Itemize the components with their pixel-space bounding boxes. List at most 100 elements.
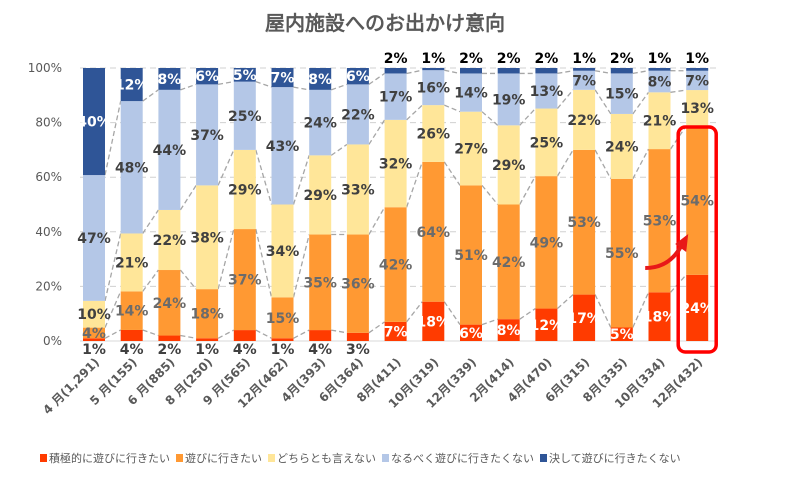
bar-segment [422, 68, 445, 71]
bar-segment [422, 161, 445, 302]
legend-label: 積極的に遊びに行きたい [49, 451, 170, 465]
data-label: 24% [605, 139, 639, 155]
bar-segment [610, 68, 633, 74]
bar-segment [610, 113, 633, 179]
data-label: 48% [115, 160, 149, 176]
data-label: 42% [492, 255, 526, 271]
data-label: 16% [417, 81, 451, 97]
data-label: 14% [115, 304, 149, 320]
data-label: 27% [454, 142, 488, 158]
legend-label: 遊びに行きたい [185, 451, 262, 465]
series-line [292, 155, 310, 205]
data-label: 7% [685, 73, 709, 89]
bar-segment [384, 73, 407, 120]
bar-segment [158, 89, 181, 210]
data-label: 17% [567, 311, 601, 327]
series-line [293, 86, 310, 91]
data-label: 36% [341, 277, 375, 293]
data-label: 6% [346, 69, 370, 85]
bar-segment [497, 73, 520, 126]
data-label: 44% [153, 143, 187, 159]
bar-segment [384, 207, 407, 322]
data-label: 1% [82, 342, 106, 358]
bar-segment [120, 291, 143, 330]
series-line [255, 149, 273, 205]
bar-segment [497, 125, 520, 205]
bar-segment [158, 209, 181, 271]
data-label: 8% [158, 72, 182, 88]
highlight-box [676, 125, 718, 354]
series-line [330, 143, 348, 156]
data-label: 25% [228, 109, 262, 125]
bar-segment [610, 327, 633, 341]
data-label: 22% [153, 233, 187, 249]
data-label: 12% [530, 318, 564, 334]
series-line [519, 108, 536, 126]
legend-label: どちらとも言えない [277, 452, 376, 465]
bar-segment [460, 68, 482, 74]
series-line [217, 228, 235, 290]
series-line [444, 104, 461, 113]
bar-segment [648, 92, 671, 150]
data-label: 2% [158, 342, 182, 358]
bar-segment [346, 234, 369, 333]
arrow-head-icon [675, 234, 689, 252]
legend-swatch [268, 454, 275, 462]
data-label: 47% [77, 231, 111, 247]
bar-segment [309, 234, 332, 331]
data-label: 22% [341, 107, 375, 123]
bar-segment [686, 68, 709, 71]
data-label: 24% [303, 116, 337, 132]
series-line [443, 161, 461, 186]
bar-segment [158, 68, 181, 90]
data-label: 21% [115, 255, 149, 271]
series-line [594, 89, 612, 115]
series-line [519, 175, 536, 205]
data-label: 6% [459, 326, 483, 342]
data-label: 5% [610, 327, 634, 343]
series-line [368, 72, 385, 85]
legend-swatch [176, 454, 183, 462]
data-label: 37% [228, 273, 262, 289]
data-label: 4% [233, 342, 257, 358]
series-line [217, 149, 235, 186]
x-tick-label: 4 月(1,291) [40, 355, 102, 417]
series-line [180, 334, 197, 339]
bar-segment [120, 233, 143, 292]
data-label: 15% [266, 311, 300, 327]
series-line [368, 206, 386, 235]
bar-segment [535, 176, 558, 309]
series-line [368, 119, 386, 145]
bar-segment [648, 68, 671, 71]
data-label: 24% [153, 296, 187, 312]
series-line [406, 301, 423, 323]
bar-segment [573, 68, 596, 71]
data-label: 42% [379, 258, 413, 274]
bar-segment [460, 111, 482, 186]
bar-segment [686, 125, 709, 275]
data-label: 1% [685, 51, 709, 67]
bar-segment [497, 319, 520, 341]
data-label: 2% [610, 51, 634, 67]
bar-segment [460, 73, 482, 112]
series-line [104, 233, 122, 302]
data-label: 15% [605, 87, 639, 103]
bar-segment [686, 274, 709, 341]
bar-segment [648, 70, 671, 93]
data-label: 19% [492, 92, 526, 108]
series-line [632, 148, 650, 180]
bar-segment [196, 185, 219, 290]
data-label: 43% [266, 139, 300, 155]
data-label: 22% [567, 113, 601, 129]
bar-segment [497, 68, 520, 74]
bar-segment [120, 68, 143, 102]
bar-segment [573, 294, 596, 341]
data-label: 7% [572, 73, 596, 89]
series-line [142, 89, 159, 102]
data-label: 1% [572, 51, 596, 67]
series-line [255, 329, 272, 339]
bar-segment [309, 330, 332, 341]
bar-segment [686, 70, 709, 91]
bar-segment [346, 68, 369, 85]
bar-segment [610, 178, 633, 328]
